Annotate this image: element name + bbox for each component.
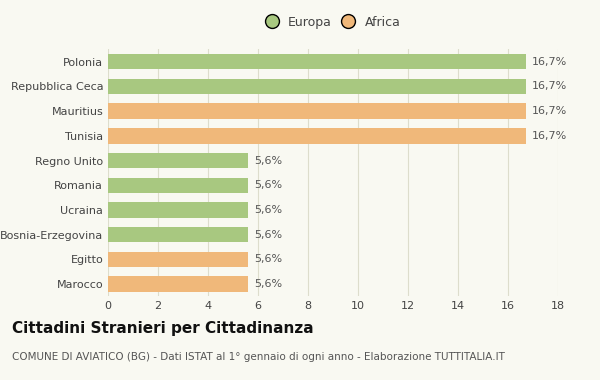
Bar [108, 153, 248, 168]
Legend: Europa, Africa: Europa, Africa [266, 16, 400, 29]
Text: 5,6%: 5,6% [254, 155, 283, 166]
Text: 16,7%: 16,7% [532, 57, 567, 67]
Bar [108, 227, 248, 242]
Bar [108, 79, 526, 94]
Bar [108, 103, 526, 119]
Bar [108, 276, 248, 292]
Text: 5,6%: 5,6% [254, 180, 283, 190]
Text: 16,7%: 16,7% [532, 131, 567, 141]
Bar [108, 177, 248, 193]
Bar [108, 128, 526, 144]
Text: 5,6%: 5,6% [254, 205, 283, 215]
Bar [108, 54, 526, 70]
Bar [108, 202, 248, 218]
Text: 5,6%: 5,6% [254, 230, 283, 240]
Text: 16,7%: 16,7% [532, 106, 567, 116]
Text: 5,6%: 5,6% [254, 279, 283, 289]
Bar [108, 252, 248, 267]
Text: 16,7%: 16,7% [532, 81, 567, 92]
Text: Cittadini Stranieri per Cittadinanza: Cittadini Stranieri per Cittadinanza [12, 321, 314, 336]
Text: COMUNE DI AVIATICO (BG) - Dati ISTAT al 1° gennaio di ogni anno - Elaborazione T: COMUNE DI AVIATICO (BG) - Dati ISTAT al … [12, 352, 505, 361]
Text: 5,6%: 5,6% [254, 254, 283, 264]
